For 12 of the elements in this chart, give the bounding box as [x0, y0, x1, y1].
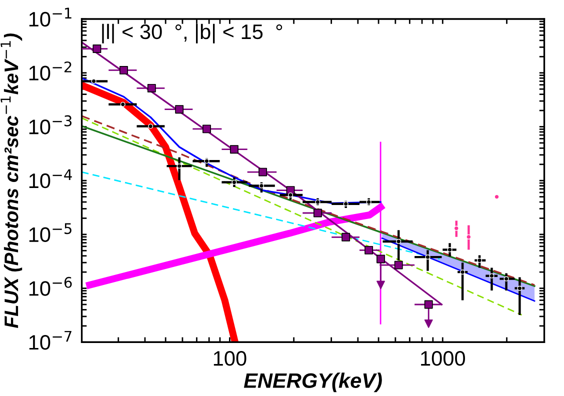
x-axis-title: ENERGY(keV) [244, 372, 382, 392]
y-tick-label: 10$^{−2}$ [29, 61, 72, 80]
annotation: |l| < 30 °, |b| < 15 ° [102, 24, 282, 44]
x-tick-label: 1000 [421, 351, 466, 366]
y-tick-label: 10$^{−7}$ [29, 330, 72, 350]
y-tick-label: 10$^{−4}$ [29, 169, 72, 188]
y-axis-title: FLUX (Photons cm²sec$^{−1}$keV$^{−1}$) [0, 33, 22, 328]
y-tick-label: 10$^{−5}$ [29, 223, 72, 242]
x-tick-label: 100 [214, 351, 246, 366]
y-tick-label: 10$^{−1}$ [29, 8, 72, 27]
y-tick-label: 10$^{−3}$ [29, 115, 72, 134]
y-tick-label: 10$^{−6}$ [29, 276, 72, 296]
